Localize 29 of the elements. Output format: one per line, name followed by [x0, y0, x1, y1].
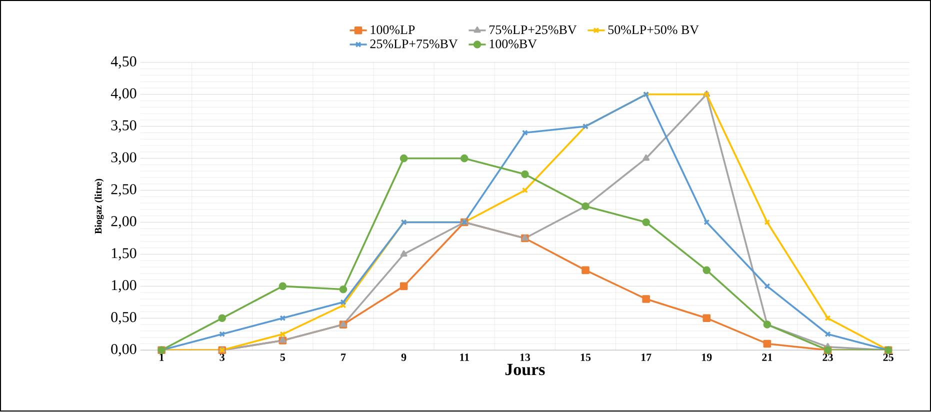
x-tick-label: 21	[762, 354, 772, 362]
x-tick-label: 13	[520, 354, 530, 362]
x-tick-label: 7	[341, 354, 346, 362]
x-tick-label: 23	[822, 354, 833, 362]
legend-label: 50%LP+50% BV	[608, 26, 699, 34]
y-tick-label: 2,00	[111, 216, 136, 229]
x-tick-label: 19	[702, 354, 712, 362]
y-tick-label: 4,50	[110, 56, 136, 69]
y-tick-label: 3,50	[111, 120, 136, 133]
x-tick-label: 5	[280, 354, 286, 362]
x-tick-label: 1	[160, 354, 164, 362]
x-tick-label: 15	[580, 354, 591, 362]
legend-label: 75%LP+25%BV	[490, 26, 577, 34]
y-tick-label: 1,00	[112, 280, 136, 293]
y-tick-label: 1,50	[112, 248, 136, 261]
y-tick-label: 3,00	[111, 152, 136, 165]
y-tick-label: 0,50	[111, 312, 136, 324]
x-tick-label: 11	[460, 354, 469, 362]
legend-label: 100%LP	[370, 26, 415, 34]
y-axis-title: Biogaz (litre)	[94, 179, 104, 234]
y-tick-label: 0,00	[111, 344, 136, 356]
y-tick-label: 4,00	[110, 88, 136, 101]
y-tick-label: 2,50	[111, 184, 136, 197]
x-tick-label: 25	[883, 354, 894, 362]
legend-label: 100%BV	[490, 40, 537, 49]
x-tick-label: 9	[401, 354, 406, 362]
x-tick-label: 17	[641, 354, 652, 362]
x-axis-title: Jours	[505, 364, 545, 376]
legend-label: 25%LP+75%BV	[370, 40, 458, 49]
